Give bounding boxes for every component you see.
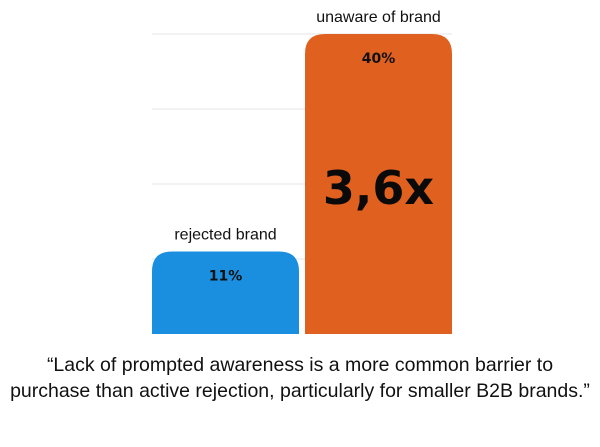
bar-unaware-of-brand [305,34,452,334]
bar-chart: rejected brand 11% unaware of brand 40% 3,6x [152,9,452,334]
value-label-unaware-of-brand: 40% [362,51,396,67]
category-label-unaware-of-brand: unaware of brand [316,9,441,26]
bar-labels: rejected brand 11% unaware of brand 40% 3,6x [174,9,440,285]
value-label-rejected-brand: 11% [209,269,243,285]
quote-text: “Lack of prompted awareness is a more co… [10,354,590,402]
category-label-rejected-brand: rejected brand [174,227,276,244]
bars [152,34,452,334]
bar-rejected-brand [152,251,299,334]
ratio-annotation: 3,6x [323,161,434,215]
